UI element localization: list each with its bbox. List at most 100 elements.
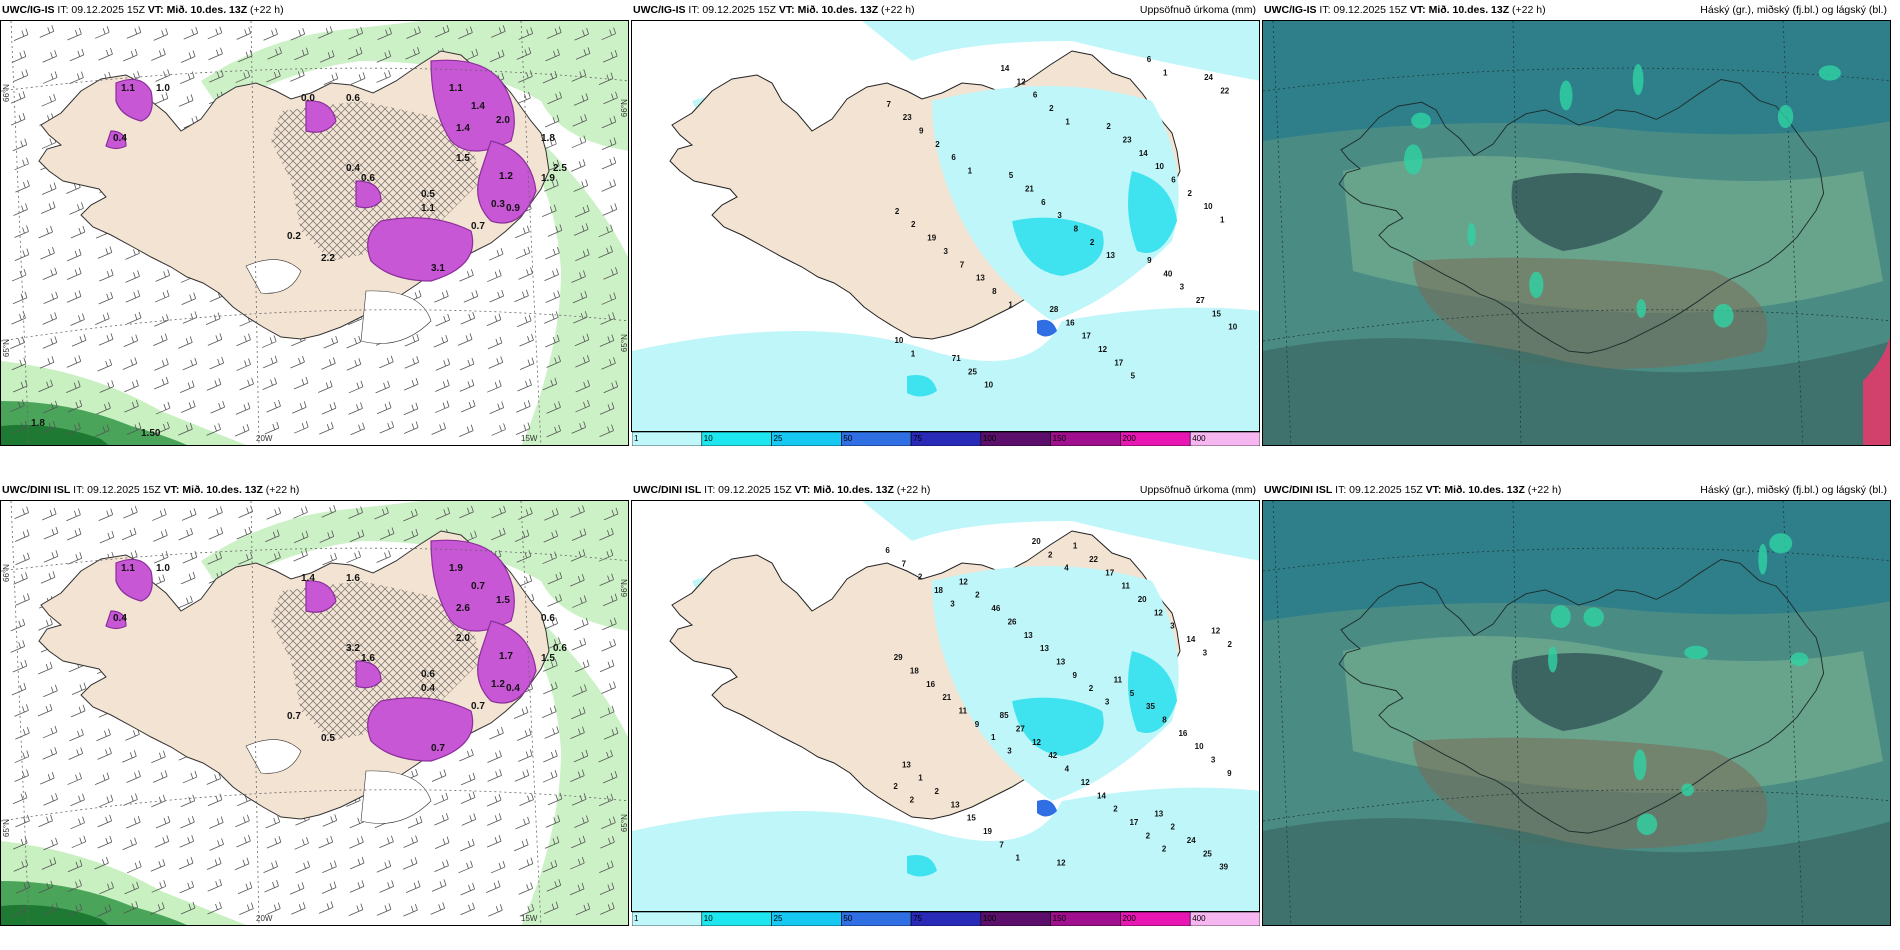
- wind-barb: [573, 617, 589, 631]
- wind-barb: [487, 769, 502, 782]
- colorbar-tick: 50: [843, 914, 853, 923]
- precip-colorbar: [632, 912, 1260, 926]
- wind-barb: [71, 835, 87, 849]
- wind-barb: [208, 527, 224, 540]
- wind-barb: [318, 901, 334, 914]
- wind-barb: [13, 69, 29, 82]
- wind-barb: [39, 356, 55, 369]
- wind-barb: [575, 399, 590, 413]
- wind-barb: [403, 835, 418, 848]
- wind-barb: [15, 593, 30, 606]
- accum-precip-label: 19: [927, 234, 936, 243]
- accum-precip-label: 42: [1048, 751, 1057, 760]
- wind-barb: [236, 333, 251, 347]
- wind-barb: [66, 248, 82, 262]
- accum-precip-label: 2: [1113, 805, 1118, 814]
- colorbar-tick: 1: [634, 434, 639, 443]
- wind-barb: [601, 115, 617, 129]
- accum-precip-label: 40: [1163, 269, 1172, 278]
- wind-barb: [377, 27, 392, 40]
- wind-barb: [155, 269, 171, 282]
- lead-time: (+22 h): [1527, 484, 1562, 496]
- wind-barb: [66, 508, 81, 522]
- wind-barb: [598, 245, 613, 259]
- wind-barb: [546, 424, 561, 438]
- wind-barb: [544, 114, 560, 128]
- wind-barb: [571, 637, 587, 651]
- wind-barb: [291, 902, 306, 915]
- snow-area: [367, 697, 474, 762]
- wind-barb: [603, 91, 618, 105]
- wind-barb: [318, 835, 334, 849]
- wind-barb: [67, 859, 83, 873]
- wind-barb: [543, 617, 559, 630]
- accum-precip-label: 22: [1089, 555, 1098, 564]
- wind-barb: [99, 530, 115, 544]
- wind-barb: [379, 527, 395, 540]
- wind-barb: [601, 179, 617, 192]
- lead-time: (+22 h): [265, 484, 300, 496]
- wind-barb: [574, 28, 589, 41]
- wind-barb: [518, 267, 533, 280]
- wind-barb: [151, 48, 166, 61]
- wind-barb: [570, 573, 585, 587]
- wind-barb: [516, 91, 531, 105]
- wind-barb: [574, 204, 590, 218]
- wind-barb: [601, 27, 616, 41]
- wind-barb: [600, 902, 615, 915]
- wind-barb: [12, 904, 27, 918]
- wind-barb: [43, 793, 58, 806]
- cloud-layer: [1263, 818, 1890, 925]
- wind-barb: [460, 311, 476, 325]
- wind-barb: [544, 268, 559, 281]
- wind-barb: [434, 290, 449, 303]
- wind-barb: [11, 50, 27, 63]
- wind-barb: [435, 358, 451, 371]
- wind-barb: [489, 289, 505, 303]
- wind-barb: [95, 312, 110, 326]
- wind-barb: [178, 595, 193, 609]
- wind-barb: [15, 726, 30, 740]
- wind-barb: [435, 313, 451, 327]
- wind-barb: [402, 857, 418, 870]
- wind-barb: [151, 880, 167, 893]
- snow-area: [430, 59, 515, 152]
- wind-barb: [12, 420, 28, 434]
- accum-precip-label: 12: [1154, 608, 1163, 617]
- wind-barb: [571, 270, 586, 283]
- wind-barb: [14, 506, 29, 520]
- cloud-cell: [1684, 645, 1709, 660]
- cloud-cell: [1777, 104, 1794, 129]
- wind-barb: [571, 528, 587, 541]
- wind-barb: [403, 528, 419, 542]
- colorbar-tick: 100: [982, 434, 997, 443]
- cloud-cell: [1636, 299, 1647, 318]
- wind-barb: [546, 401, 561, 414]
- wind-barb: [40, 571, 56, 584]
- snow-area: [115, 558, 153, 602]
- panel-wind-top: UWC/IG-IS IT: 09.12.2025 15Z VT: Mið. 10…: [0, 0, 629, 446]
- wind-barb: [599, 659, 615, 673]
- accum-precip-label: 24: [1187, 836, 1196, 845]
- wind-barb: [237, 49, 253, 63]
- accum-precip-label: 1: [1220, 216, 1225, 225]
- wind-barb: [321, 401, 337, 415]
- wind-barb: [346, 335, 362, 349]
- wind-barb: [491, 505, 506, 519]
- wind-barb: [293, 530, 309, 544]
- precip-value-label: 1.4: [301, 573, 315, 584]
- wind-barb: [10, 91, 26, 104]
- wind-barb: [40, 201, 56, 214]
- wind-barb: [599, 334, 615, 347]
- precip-value-label: 0.6: [361, 173, 375, 184]
- wind-barb: [180, 816, 195, 829]
- wind-barb: [573, 93, 589, 106]
- wind-barb: [70, 793, 85, 807]
- wind-barb: [460, 772, 476, 786]
- accum-precip-label: 18: [910, 666, 919, 675]
- wind-barb: [209, 816, 224, 829]
- wind-barb: [67, 879, 82, 893]
- wind-barb: [179, 835, 195, 848]
- wind-barb: [99, 268, 114, 282]
- colorbar-tick: 50: [843, 434, 853, 443]
